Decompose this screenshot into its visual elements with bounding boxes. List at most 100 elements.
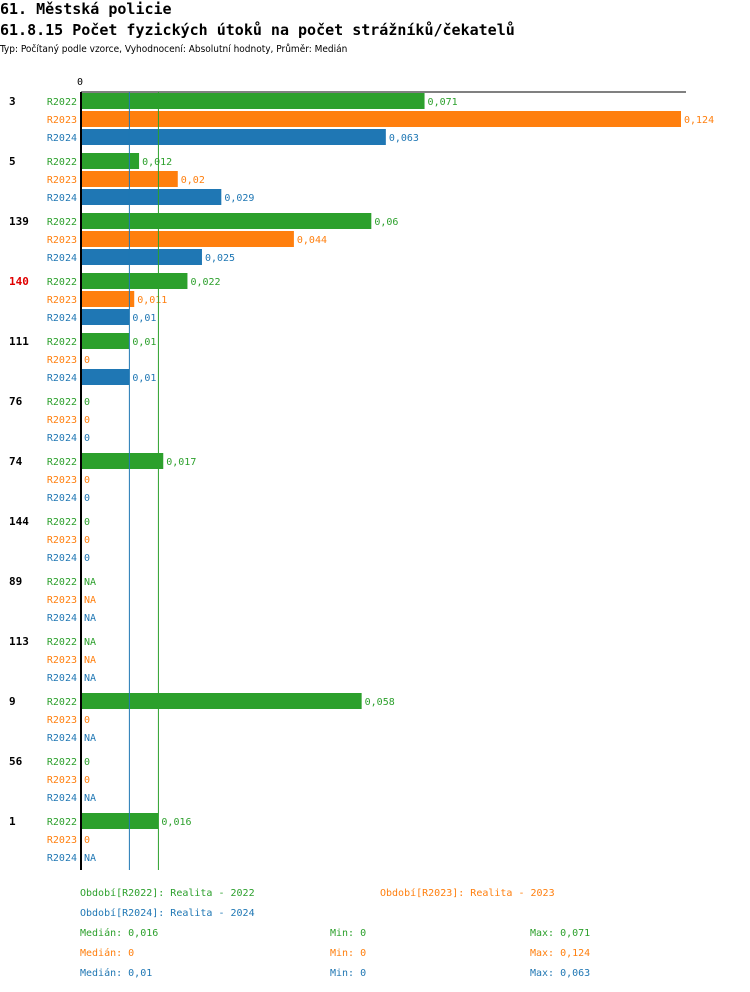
series-label: R2023 — [47, 535, 77, 546]
value-label: NA — [84, 655, 96, 666]
legend-min-r2024: Min: 0 — [330, 968, 367, 979]
value-label: 0 — [84, 415, 90, 426]
series-label: R2024 — [47, 733, 77, 744]
series-label: R2022 — [47, 157, 77, 168]
group-label: 5 — [9, 155, 16, 168]
indicator-type-line: Typ: Počítaný podle vzorce, Vyhodnocení:… — [0, 44, 348, 55]
series-label: R2024 — [47, 493, 77, 504]
legend-period-r2022: Období[R2022]: Realita - 2022 — [80, 888, 255, 899]
data-bar — [81, 213, 372, 229]
value-label: 0 — [84, 775, 90, 786]
data-bar — [81, 231, 294, 247]
group-label: 111 — [9, 335, 29, 348]
value-label: 0,029 — [224, 193, 254, 204]
group-label: 1 — [9, 815, 16, 828]
series-label: R2022 — [47, 337, 77, 348]
series-label: R2022 — [47, 517, 77, 528]
series-label: R2022 — [47, 757, 77, 768]
legend-max-r2024: Max: 0,063 — [530, 968, 591, 979]
value-label: 0,025 — [205, 253, 235, 264]
series-label: R2022 — [47, 637, 77, 648]
value-label: 0,063 — [389, 133, 419, 144]
value-label: 0,01 — [132, 337, 156, 348]
group-label: 76 — [9, 395, 23, 408]
group-label: 139 — [9, 215, 29, 228]
page-title: 61. Městská policie — [0, 0, 172, 18]
bar-chart: 0 3 R2022 0,071 R2023 0,124 R2024 0,063 5 R2022 0,… — [9, 77, 714, 870]
data-bar — [81, 813, 159, 829]
data-bar — [81, 189, 222, 205]
series-label: R2023 — [47, 115, 77, 126]
series-label: R2023 — [47, 235, 77, 246]
data-bar — [81, 111, 681, 127]
value-label: 0,017 — [166, 457, 196, 468]
value-label: 0 — [84, 475, 90, 486]
legend-min-r2023: Min: 0 — [330, 948, 367, 959]
indicator-title: 61.8.15 Počet fyzických útoků na počet s… — [0, 21, 515, 39]
value-label: 0 — [84, 535, 90, 546]
legend-period-r2023: Období[R2023]: Realita - 2023 — [380, 888, 555, 899]
value-label: 0 — [84, 493, 90, 504]
value-label: NA — [84, 577, 96, 588]
series-label: R2023 — [47, 655, 77, 666]
series-label: R2024 — [47, 853, 77, 864]
series-label: R2023 — [47, 415, 77, 426]
series-label: R2024 — [47, 553, 77, 564]
value-label: 0,071 — [428, 97, 458, 108]
series-label: R2023 — [47, 295, 77, 306]
value-label: 0 — [84, 757, 90, 768]
series-label: R2023 — [47, 355, 77, 366]
value-label: NA — [84, 613, 96, 624]
value-label: NA — [84, 595, 96, 606]
value-label: 0 — [84, 433, 90, 444]
value-label: 0,012 — [142, 157, 172, 168]
series-label: R2023 — [47, 175, 77, 186]
series-label: R2022 — [47, 817, 77, 828]
series-label: R2023 — [47, 835, 77, 846]
group-label: 140 — [9, 275, 29, 288]
group-label: 74 — [9, 455, 23, 468]
group-label: 3 — [9, 95, 16, 108]
series-label: R2024 — [47, 373, 77, 384]
value-label: 0 — [84, 835, 90, 846]
data-bar — [81, 93, 425, 109]
value-label: 0 — [84, 517, 90, 528]
series-label: R2024 — [47, 133, 77, 144]
data-bar — [81, 153, 140, 169]
legend-median-r2022: Medián: 0,016 — [80, 928, 159, 939]
data-bar — [81, 273, 188, 289]
value-label: 0,01 — [132, 313, 156, 324]
series-label: R2022 — [47, 577, 77, 588]
series-label: R2023 — [47, 475, 77, 486]
value-label: 0 — [84, 397, 90, 408]
legend-max-r2023: Max: 0,124 — [530, 948, 591, 959]
value-label: 0,06 — [374, 217, 398, 228]
series-label: R2024 — [47, 313, 77, 324]
value-label: 0,02 — [181, 175, 205, 186]
series-label: R2024 — [47, 433, 77, 444]
data-bar — [81, 129, 386, 145]
group-label: 144 — [9, 515, 29, 528]
value-label: NA — [84, 733, 96, 744]
value-label: 0,022 — [190, 277, 220, 288]
legend-median-r2024: Medián: 0,01 — [80, 968, 153, 979]
legend-max-r2022: Max: 0,071 — [530, 928, 591, 939]
data-bar — [81, 369, 130, 385]
legend-min-r2022: Min: 0 — [330, 928, 367, 939]
data-bar — [81, 453, 164, 469]
legend-median-r2023: Medián: 0 — [80, 948, 135, 959]
value-label: NA — [84, 637, 96, 648]
value-label: 0,01 — [132, 373, 156, 384]
series-label: R2022 — [47, 457, 77, 468]
group-label: 9 — [9, 695, 16, 708]
value-label: 0,044 — [297, 235, 327, 246]
value-label: 0 — [84, 553, 90, 564]
value-label: NA — [84, 793, 96, 804]
group-label: 56 — [9, 755, 23, 768]
data-bar — [81, 309, 130, 325]
value-label: 0,016 — [161, 817, 191, 828]
series-label: R2022 — [47, 217, 77, 228]
data-bar — [81, 693, 362, 709]
value-label: 0,124 — [684, 115, 714, 126]
value-label: 0,058 — [365, 697, 395, 708]
